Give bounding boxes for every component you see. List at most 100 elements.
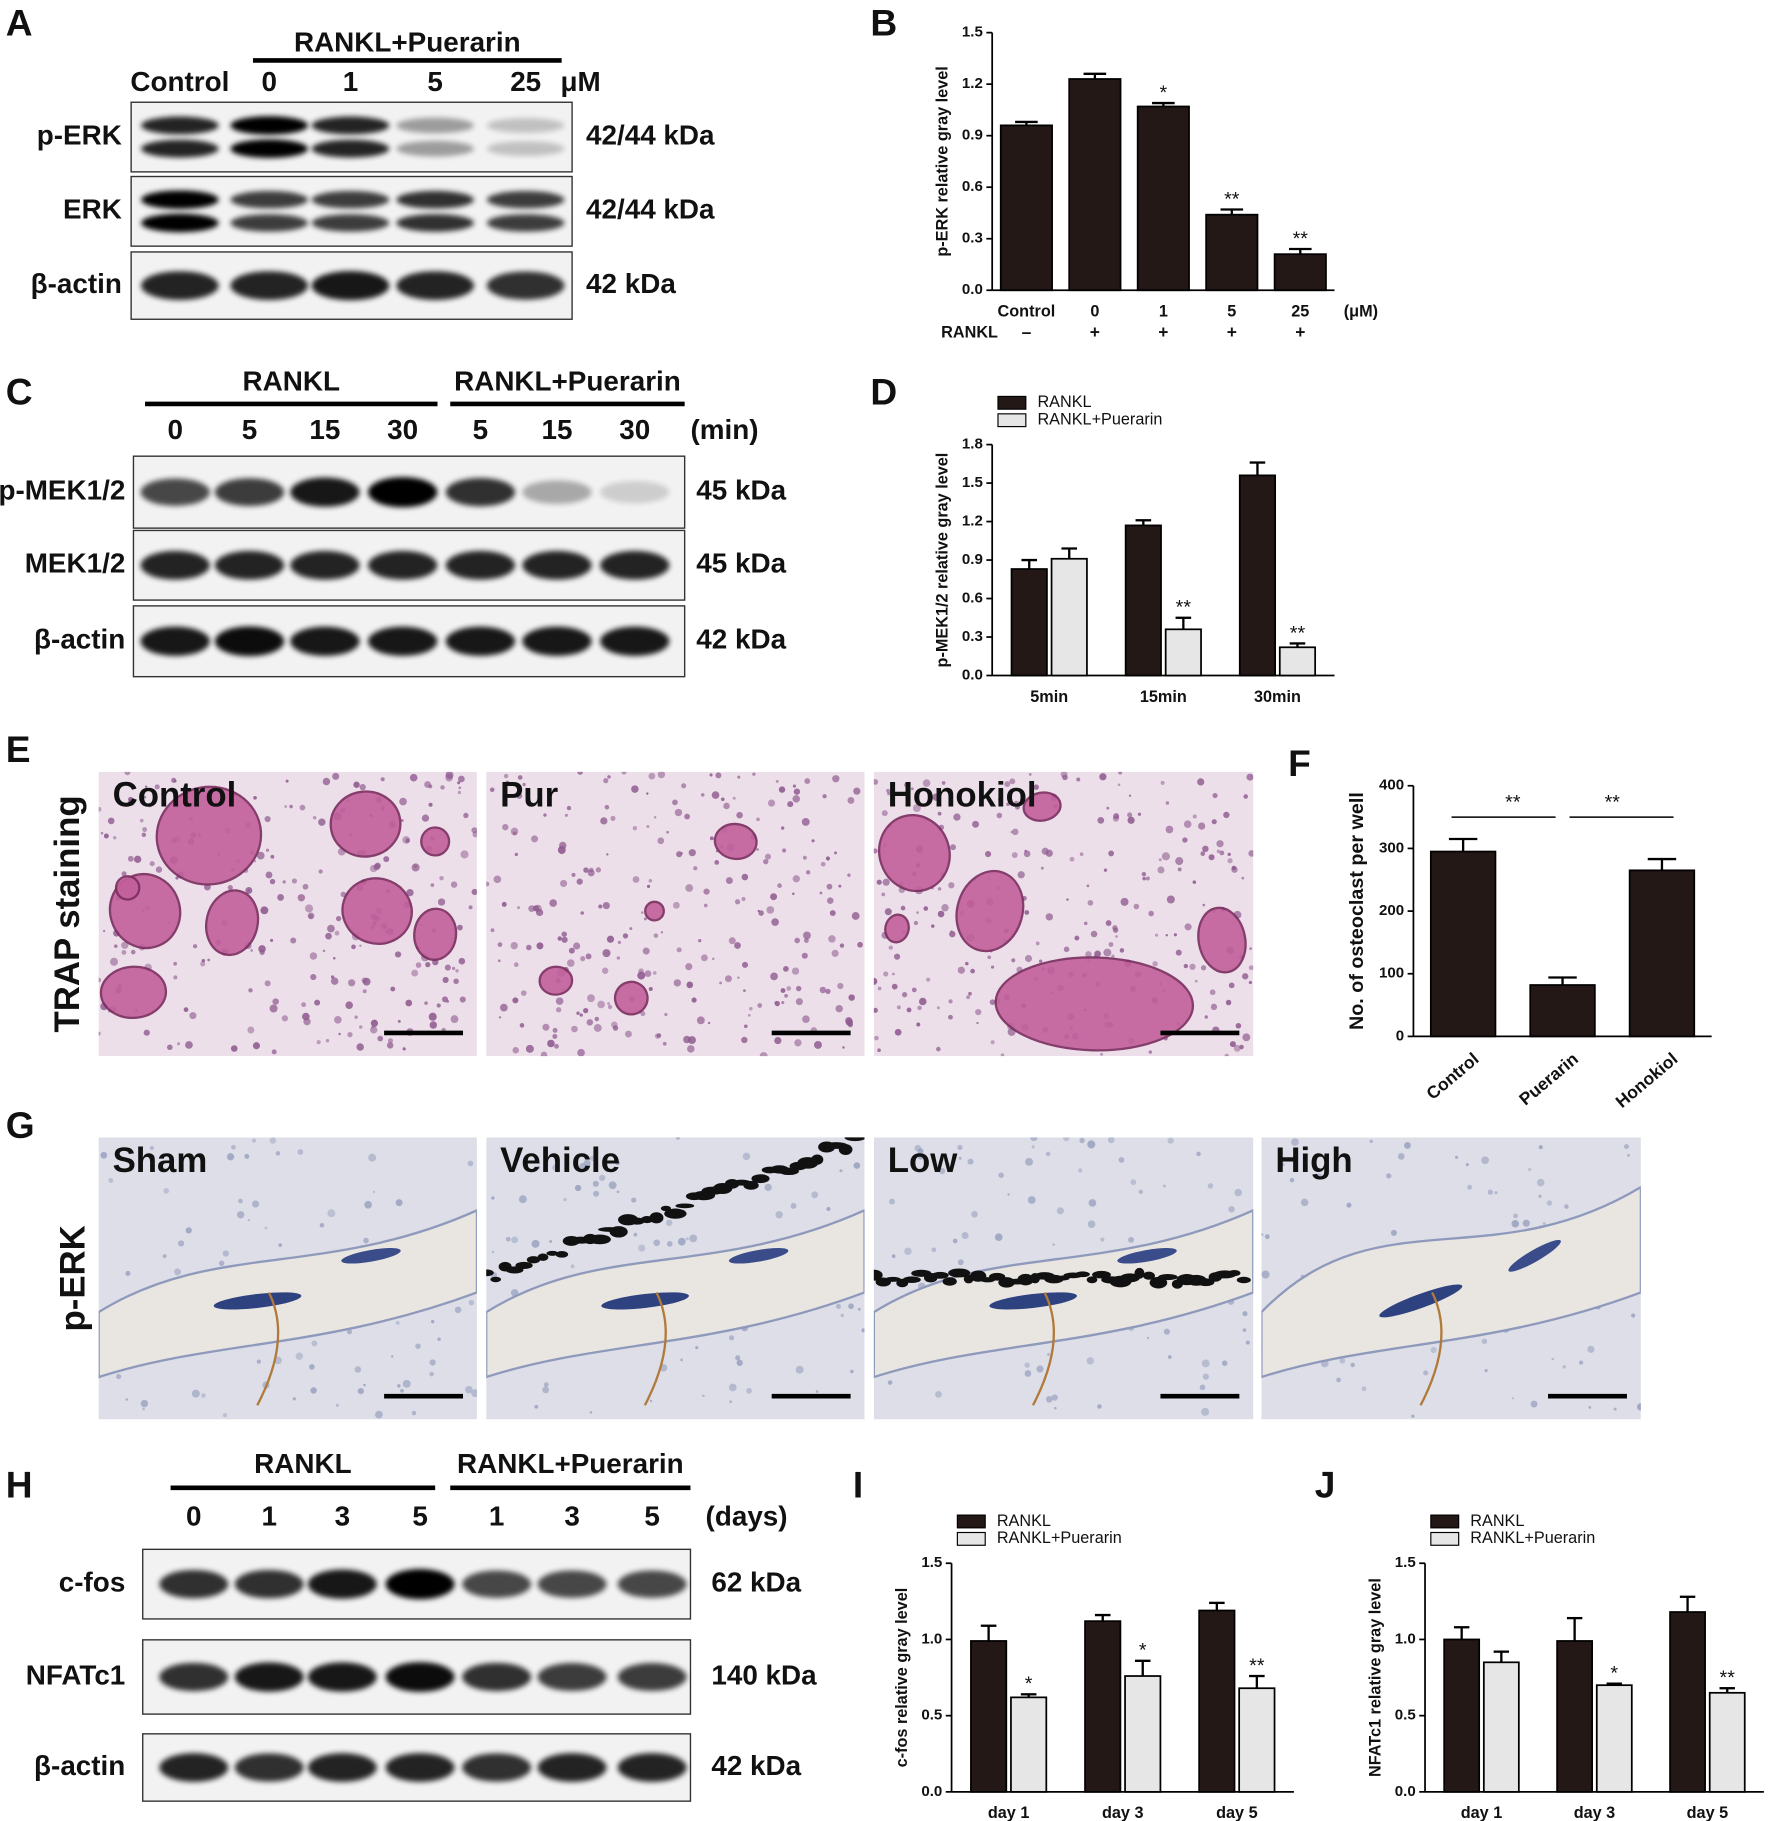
texture — [125, 1270, 131, 1276]
texture — [700, 793, 705, 797]
legend-swatch — [956, 1531, 986, 1546]
texture — [675, 1137, 680, 1140]
texture — [691, 997, 697, 1003]
texture — [143, 795, 147, 799]
texture — [910, 787, 914, 791]
texture — [603, 778, 609, 784]
texture — [1010, 830, 1013, 834]
texture — [1090, 930, 1098, 938]
y-tick-label: 0.5 — [921, 1707, 942, 1724]
texture — [1511, 1219, 1520, 1228]
comparison-label: ** — [1505, 791, 1521, 813]
texture — [1038, 959, 1043, 963]
texture — [1006, 802, 1010, 807]
panel-letter: B — [870, 1, 897, 43]
texture — [107, 817, 115, 825]
texture — [429, 1021, 438, 1029]
texture — [777, 883, 782, 888]
texture — [586, 1019, 594, 1026]
y-tick-label: 0.0 — [921, 1783, 942, 1800]
texture — [1023, 850, 1031, 858]
texture — [1088, 1199, 1097, 1207]
texture — [415, 1343, 421, 1349]
texture — [742, 1152, 751, 1161]
bar — [1136, 105, 1190, 292]
texture — [1481, 1156, 1489, 1165]
vessel — [728, 1248, 789, 1264]
deposit — [1142, 1271, 1155, 1280]
texture — [502, 823, 509, 831]
osteoclast — [420, 826, 451, 857]
texture — [724, 975, 732, 983]
legend-swatch — [997, 413, 1027, 428]
band — [230, 214, 309, 232]
unit-label: (min) — [690, 414, 758, 445]
texture — [571, 872, 576, 877]
texture — [794, 937, 800, 944]
texture — [269, 1137, 277, 1144]
texture — [256, 851, 265, 860]
texture — [1087, 899, 1094, 906]
texture — [185, 1227, 192, 1234]
lane-label: Control — [130, 66, 229, 97]
deposit — [515, 1261, 533, 1270]
texture — [118, 783, 121, 786]
band — [141, 190, 219, 210]
texture — [113, 944, 118, 948]
texture — [338, 1032, 341, 1036]
texture — [1086, 884, 1090, 888]
bar — [1164, 628, 1202, 677]
texture — [552, 1164, 560, 1172]
texture — [471, 827, 477, 834]
texture — [271, 1049, 277, 1055]
texture — [491, 1250, 495, 1254]
texture — [1465, 1163, 1469, 1167]
texture — [1004, 781, 1011, 787]
texture — [782, 848, 787, 853]
texture — [163, 1188, 170, 1194]
texture — [1587, 1345, 1595, 1353]
texture — [561, 931, 567, 937]
texture — [1361, 1386, 1367, 1392]
deposit — [1017, 1273, 1034, 1286]
texture — [801, 952, 808, 959]
texture — [270, 854, 275, 859]
bar — [1595, 1684, 1633, 1793]
texture — [348, 979, 356, 987]
lane-label: 15 — [542, 414, 573, 445]
x-tick-label: 5 — [1227, 303, 1236, 321]
texture — [703, 903, 708, 908]
texture — [714, 860, 720, 865]
texture — [707, 1021, 711, 1025]
texture — [325, 1038, 330, 1043]
texture — [1209, 989, 1216, 996]
texture — [741, 1036, 748, 1044]
vessel — [1508, 1239, 1561, 1272]
texture — [353, 781, 360, 788]
texture — [1261, 1233, 1264, 1237]
texture — [1066, 898, 1069, 901]
texture — [330, 977, 339, 985]
texture — [610, 815, 616, 821]
osteoclast — [205, 889, 260, 957]
x-tick-label: Puerarin — [1515, 1049, 1582, 1110]
deposit — [1134, 1267, 1145, 1279]
texture — [1100, 1237, 1105, 1242]
texture — [1210, 1003, 1218, 1011]
texture — [302, 1012, 310, 1021]
texture — [606, 935, 615, 943]
texture — [795, 998, 803, 1006]
texture — [1130, 1179, 1137, 1186]
texture — [238, 1198, 243, 1204]
texture — [372, 1190, 376, 1194]
texture — [1397, 1152, 1405, 1160]
texture — [775, 779, 779, 783]
texture — [653, 1239, 661, 1247]
texture — [683, 1035, 691, 1044]
vessel — [601, 1292, 689, 1310]
texture — [1241, 876, 1245, 880]
texture — [322, 777, 331, 786]
texture — [633, 1232, 638, 1237]
osteoclast — [884, 913, 910, 944]
y-tick-label: 1.5 — [962, 24, 983, 41]
